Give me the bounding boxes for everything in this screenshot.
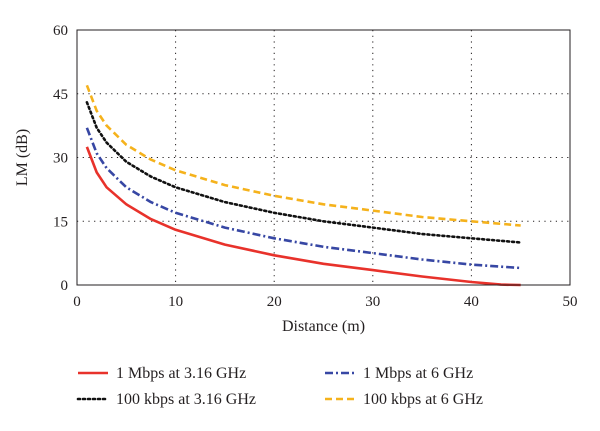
legend: 1 Mbps at 3.16 GHz 1 Mbps at 6 GHz 100 k…	[76, 365, 483, 408]
x-tick-label: 0	[73, 294, 81, 310]
x-tick-label: 30	[365, 294, 380, 310]
y-tick-label: 45	[53, 87, 68, 103]
x-tick-label: 40	[464, 294, 479, 310]
series-line-1	[85, 127, 521, 270]
series-line-3	[85, 84, 521, 227]
series-line-0	[85, 146, 521, 287]
legend-label-1mbps-6ghz: 1 Mbps at 6 GHz	[363, 365, 473, 382]
legend-label-1mbps-316ghz: 1 Mbps at 3.16 GHz	[116, 365, 246, 382]
legend-label-100kbps-6ghz: 100 kbps at 6 GHz	[363, 391, 483, 408]
y-tick-label: 60	[53, 23, 68, 39]
x-tick-label: 50	[563, 294, 578, 310]
y-axis-title: LM (dB)	[14, 129, 31, 186]
x-axis-title: Distance (m)	[282, 318, 365, 335]
y-tick-label: 0	[61, 278, 69, 294]
plot-frame	[76, 29, 571, 286]
x-tick-label: 10	[168, 294, 183, 310]
series-line-2	[85, 101, 522, 244]
series-lines	[85, 84, 522, 287]
legend-label-100kbps-316ghz: 100 kbps at 3.16 GHz	[116, 391, 256, 408]
y-tick-label: 15	[53, 214, 68, 230]
y-tick-label: 30	[53, 151, 68, 167]
tick-labels: 0 10 20 30 40 50 0 15 30 45 60	[53, 23, 578, 310]
grid	[77, 30, 570, 285]
x-tick-label: 20	[267, 294, 282, 310]
